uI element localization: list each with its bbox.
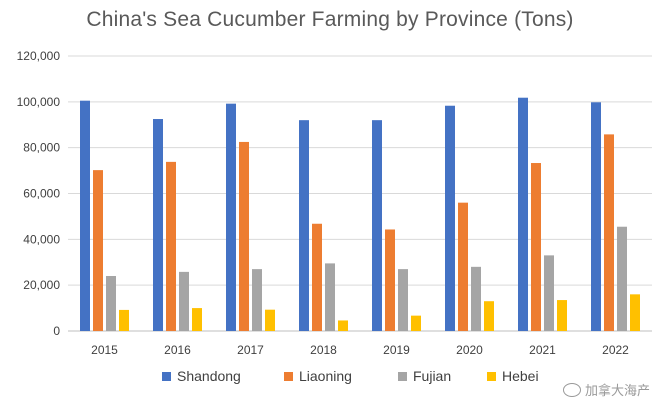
y-tick-label: 40,000 xyxy=(23,232,60,246)
x-tick-label: 2022 xyxy=(602,343,629,357)
bar-hebei-2016 xyxy=(192,308,202,331)
legend-label-liaoning: Liaoning xyxy=(299,368,352,384)
bar-fujian-2019 xyxy=(398,269,408,331)
bar-hebei-2022 xyxy=(630,294,640,331)
bar-liaoning-2019 xyxy=(385,229,395,331)
bar-liaoning-2022 xyxy=(604,134,614,331)
legend-item-hebei: Hebei xyxy=(487,368,539,384)
bar-shandong-2015 xyxy=(80,100,90,331)
legend-swatch-liaoning xyxy=(284,371,293,381)
bar-shandong-2017 xyxy=(226,103,236,332)
bar-fujian-2022 xyxy=(617,226,627,331)
watermark-text: 加拿大海产 xyxy=(584,383,650,398)
bar-liaoning-2018 xyxy=(312,223,322,331)
bar-fujian-2021 xyxy=(544,255,554,331)
y-tick-label: 0 xyxy=(53,324,60,338)
x-tick-label: 2018 xyxy=(310,343,337,357)
bar-liaoning-2021 xyxy=(531,163,541,331)
bar-shandong-2016 xyxy=(153,119,163,331)
bar-shandong-2022 xyxy=(591,102,601,332)
legend-swatch-hebei xyxy=(487,371,496,381)
x-tick-label: 2019 xyxy=(383,343,410,357)
legend-swatch-shandong xyxy=(162,371,171,381)
bar-hebei-2017 xyxy=(265,309,275,331)
legend-label-hebei: Hebei xyxy=(502,368,539,384)
bar-liaoning-2016 xyxy=(166,161,176,331)
bar-hebei-2019 xyxy=(411,315,421,331)
bar-fujian-2020 xyxy=(471,266,481,331)
y-tick-label: 120,000 xyxy=(17,49,61,63)
x-tick-label: 2017 xyxy=(237,343,264,357)
y-tick-label: 60,000 xyxy=(23,187,60,201)
bar-hebei-2015 xyxy=(119,309,129,331)
x-tick-label: 2016 xyxy=(164,343,191,357)
bar-shandong-2019 xyxy=(372,120,382,332)
bar-shandong-2020 xyxy=(445,105,455,332)
legend-item-fujian: Fujian xyxy=(398,368,451,384)
bar-fujian-2016 xyxy=(179,271,189,331)
y-tick-label: 80,000 xyxy=(23,141,60,155)
legend-swatch-fujian xyxy=(398,371,407,381)
legend-item-liaoning: Liaoning xyxy=(284,368,352,384)
weibo-icon xyxy=(562,382,581,397)
y-tick-label: 100,000 xyxy=(17,95,61,109)
bar-shandong-2018 xyxy=(299,120,309,332)
bar-fujian-2017 xyxy=(252,269,262,331)
bar-shandong-2021 xyxy=(518,97,528,331)
chart-title: China's Sea Cucumber Farming by Province… xyxy=(86,8,574,31)
bar-hebei-2018 xyxy=(338,320,348,331)
x-tick-label: 2015 xyxy=(91,343,118,357)
legend-item-shandong: Shandong xyxy=(162,368,241,384)
watermark: 加拿大海产 xyxy=(562,380,650,399)
legend-label-fujian: Fujian xyxy=(413,368,452,384)
legend-label-shandong: Shandong xyxy=(177,368,241,384)
bar-liaoning-2020 xyxy=(458,202,468,331)
bar-liaoning-2017 xyxy=(239,141,249,331)
y-tick-label: 20,000 xyxy=(23,278,60,292)
bar-fujian-2015 xyxy=(106,276,116,331)
bar-fujian-2018 xyxy=(325,263,335,331)
bar-hebei-2020 xyxy=(484,301,494,331)
bar-hebei-2021 xyxy=(557,300,567,331)
x-tick-label: 2020 xyxy=(456,343,483,357)
x-tick-label: 2021 xyxy=(529,343,556,357)
bar-liaoning-2015 xyxy=(93,170,103,331)
